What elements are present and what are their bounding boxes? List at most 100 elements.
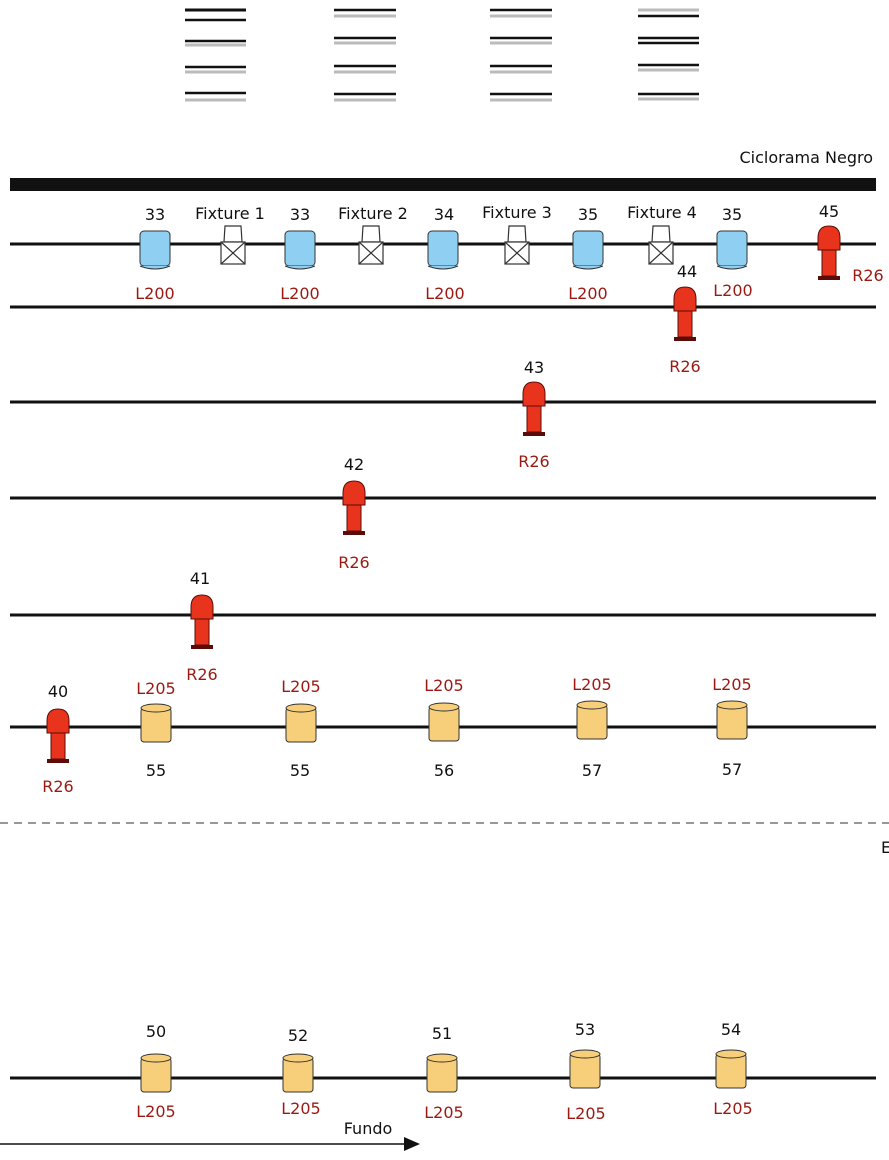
fresnel-icon — [285, 703, 317, 743]
fresnel-icon — [282, 1053, 314, 1093]
fresnel-unit[interactable]: 53 L205 — [566, 1020, 605, 1123]
masking-leg — [490, 8, 552, 102]
gel-label: L200 — [568, 284, 607, 303]
fresnel-unit[interactable]: L205 57 — [572, 675, 611, 780]
cyc-light-icon — [284, 230, 316, 270]
fresnel-unit[interactable]: 54 L205 — [713, 1020, 752, 1118]
cyclorama-label: Ciclorama Negro — [740, 148, 874, 167]
cyc-light-unit[interactable]: 34 L200 — [425, 205, 464, 303]
cyc-light-unit[interactable]: 35 L200 — [713, 205, 752, 300]
fixture-unit[interactable]: Fixture 4 — [627, 203, 697, 265]
fixture-icon — [220, 225, 246, 265]
fresnel-icon — [426, 1053, 458, 1093]
cyc-light-icon — [716, 230, 748, 270]
channel-number: 34 — [434, 205, 454, 224]
profile-spot-unit[interactable]: 42 R26 — [338, 455, 369, 572]
fresnel-icon — [715, 1049, 747, 1089]
profile-spot-unit[interactable]: 40 R26 — [42, 682, 73, 796]
fresnel-unit[interactable]: L205 56 — [424, 676, 463, 780]
gel-label: L205 — [713, 1099, 752, 1118]
gel-label: L205 — [566, 1104, 605, 1123]
fresnel-unit[interactable]: L205 57 — [712, 675, 751, 779]
gel-label: L205 — [712, 675, 751, 694]
gel-label: L200 — [713, 281, 752, 300]
fresnel-icon — [716, 700, 748, 740]
fresnel-unit[interactable]: L205 55 — [281, 677, 320, 780]
fresnel-unit[interactable]: L205 55 — [136, 679, 175, 780]
masking-leg — [185, 8, 246, 102]
gel-label: L205 — [424, 1103, 463, 1122]
masking-leg — [334, 8, 396, 102]
fresnel-icon — [140, 1053, 172, 1093]
gel-label: L205 — [572, 675, 611, 694]
gel-label: L205 — [424, 676, 463, 695]
edge-label: E — [881, 838, 889, 857]
fresnel-icon — [569, 1049, 601, 1089]
profile-spot-icon — [342, 480, 366, 536]
profile-spot-unit[interactable]: 41 R26 — [186, 569, 217, 684]
cyc-light-icon — [572, 230, 604, 270]
fixture-label: Fixture 2 — [338, 204, 408, 223]
gel-label: L205 — [281, 1099, 320, 1118]
cyc-light-unit[interactable]: 35 L200 — [568, 205, 607, 303]
channel-number: 57 — [582, 761, 602, 780]
channel-number: 52 — [288, 1026, 308, 1045]
fresnel-unit[interactable]: 52 L205 — [281, 1026, 320, 1118]
cyc-light-unit[interactable]: 33 L200 — [135, 205, 174, 303]
profile-spot-unit[interactable]: 43 R26 — [518, 358, 549, 471]
gel-label: L205 — [281, 677, 320, 696]
channel-number: 43 — [524, 358, 544, 377]
channel-number: 35 — [722, 205, 742, 224]
fixture-unit[interactable]: Fixture 1 — [195, 204, 265, 265]
arrow-right-icon — [404, 1137, 420, 1151]
fresnel-icon — [140, 703, 172, 743]
channel-number: 51 — [432, 1024, 452, 1043]
channel-number: 45 — [819, 202, 839, 221]
channel-number: 53 — [575, 1020, 595, 1039]
fresnel-unit[interactable]: 51 L205 — [424, 1024, 463, 1122]
channel-number: 56 — [434, 761, 454, 780]
fresnel-icon — [576, 700, 608, 740]
channel-number: 35 — [578, 205, 598, 224]
battens — [10, 242, 876, 1080]
fixture-label: Fixture 1 — [195, 204, 265, 223]
fundo-label: Fundo — [344, 1119, 393, 1138]
profile-spot-icon — [522, 381, 546, 437]
fixture-unit[interactable]: Fixture 3 — [482, 203, 552, 265]
gel-label: L205 — [136, 679, 175, 698]
channel-number: 57 — [722, 760, 742, 779]
gel-label: L200 — [425, 284, 464, 303]
channel-number: 55 — [146, 761, 166, 780]
channel-number: 50 — [146, 1022, 166, 1041]
masking-legs — [185, 8, 699, 102]
channel-number: 33 — [290, 205, 310, 224]
profile-spot-icon — [46, 708, 70, 764]
channel-number: 33 — [145, 205, 165, 224]
gel-label: R26 — [852, 266, 883, 285]
gel-label: R26 — [42, 777, 73, 796]
cyc-light-icon — [427, 230, 459, 270]
fundo-arrow: Fundo — [0, 1119, 420, 1151]
channel-number: 55 — [290, 761, 310, 780]
gel-label: L200 — [280, 284, 319, 303]
fixture-label: Fixture 3 — [482, 203, 552, 222]
profile-spot-icon — [817, 225, 841, 281]
profile-spot-unit[interactable]: 44 R26 — [669, 262, 700, 376]
channel-number: 40 — [48, 682, 68, 701]
fixture-unit[interactable]: Fixture 2 — [338, 204, 408, 265]
fixture-icon — [504, 225, 530, 265]
fixture-icon — [648, 225, 674, 265]
cyclorama-bar — [10, 178, 876, 191]
gel-label: R26 — [186, 665, 217, 684]
fresnel-unit[interactable]: 50 L205 — [136, 1022, 175, 1121]
channel-number: 41 — [190, 569, 210, 588]
channel-number: 44 — [677, 262, 697, 281]
profile-spot-unit[interactable]: 45 R26 — [817, 202, 884, 285]
fixture-label: Fixture 4 — [627, 203, 697, 222]
cyc-light-icon — [139, 230, 171, 270]
cyc-light-unit[interactable]: 33 L200 — [280, 205, 319, 303]
gel-label: R26 — [669, 357, 700, 376]
profile-spot-icon — [673, 286, 697, 342]
